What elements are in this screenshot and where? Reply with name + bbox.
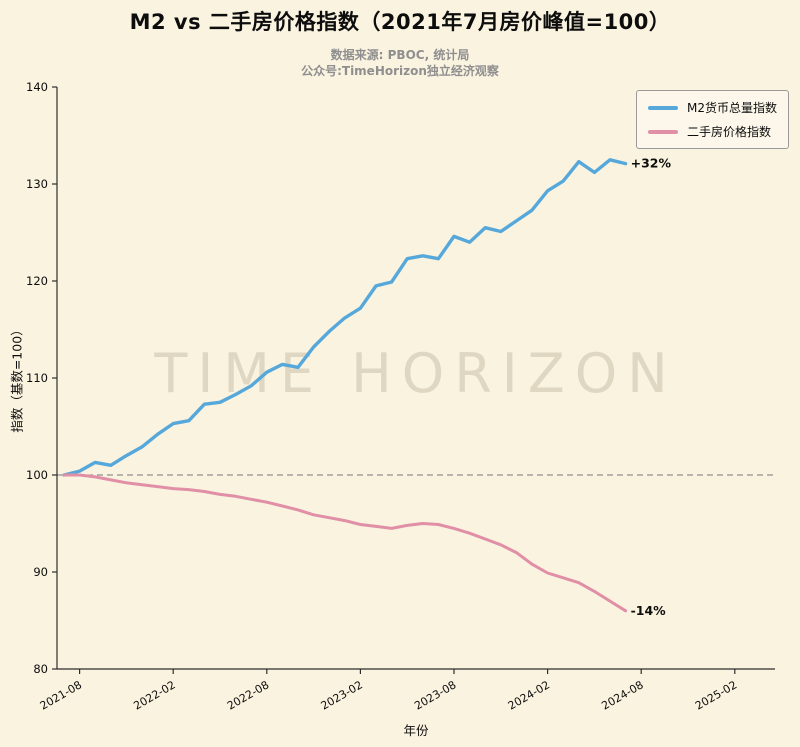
y-tick-label: 130 xyxy=(26,177,48,191)
x-tick-label: 2024-08 xyxy=(599,678,645,712)
annotation-label: -14% xyxy=(631,603,667,618)
chart-title: M2 vs 二手房价格指数（2021年7月房价峰值=100） xyxy=(129,10,671,34)
y-tick-label: 120 xyxy=(26,274,48,288)
m2-index-line xyxy=(62,158,628,477)
x-axis-label: 年份 xyxy=(403,723,429,738)
x-tick-label: 2023-02 xyxy=(319,678,365,712)
y-axis-label: 指数（基数=100） xyxy=(9,323,25,433)
m2-line-swatch xyxy=(648,105,678,110)
x-tick-label: 2021-08 xyxy=(38,678,84,712)
y-tick-label: 110 xyxy=(26,371,48,385)
chart-account-note: 公众号:TimeHorizon独立经济观察 xyxy=(301,64,499,78)
chart-source-note: 数据来源: PBOC, 统计局 xyxy=(330,48,470,62)
y-tick-label: 90 xyxy=(33,565,48,579)
y-tick-label: 140 xyxy=(26,80,48,94)
legend-label-m2: M2货币总量指数 xyxy=(687,101,777,115)
legend: M2货币总量指数 二手房价格指数 xyxy=(636,90,789,149)
annotation-label: +32% xyxy=(631,156,672,171)
x-tick-label: 2023-08 xyxy=(412,678,458,712)
y-tick-label: 100 xyxy=(26,468,48,482)
legend-label-house: 二手房价格指数 xyxy=(687,125,772,139)
legend-item-house: 二手房价格指数 xyxy=(648,123,777,140)
x-tick-label: 2025-02 xyxy=(693,678,739,712)
x-tick-label: 2022-08 xyxy=(225,678,271,712)
x-tick-label: 2022-02 xyxy=(131,678,177,712)
house-line-swatch xyxy=(648,129,678,134)
x-tick-label: 2024-02 xyxy=(506,678,552,712)
legend-item-m2: M2货币总量指数 xyxy=(648,99,777,116)
house-price-index-line xyxy=(62,473,628,613)
y-tick-label: 80 xyxy=(33,662,48,676)
